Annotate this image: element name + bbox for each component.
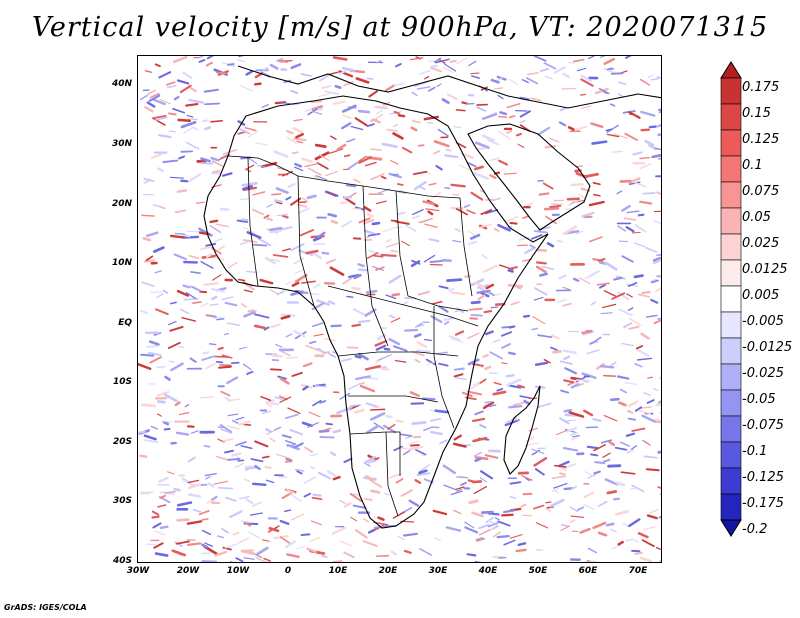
- colorbar-box: [720, 103, 742, 131]
- lon-label-10e: 10E: [328, 566, 348, 576]
- colorbar-box: [720, 181, 742, 209]
- lon-label-70e: 70E: [628, 566, 648, 576]
- map-panel: [137, 55, 662, 563]
- lat-label-30n: 30N: [111, 139, 132, 149]
- lon-label-0: 0: [284, 566, 292, 576]
- lon-label-30w: 30W: [126, 566, 150, 576]
- map-title: Vertical velocity [m/s] at 900hPa, VT: 2…: [31, 12, 769, 43]
- colorbar-label: 0.0125: [742, 262, 788, 277]
- colorbar-box: [720, 415, 742, 443]
- colorbar-box: [720, 363, 742, 391]
- colorbar-box: [720, 207, 742, 235]
- lat-label-10n: 10N: [111, 258, 132, 268]
- colorbar-box: [720, 311, 742, 339]
- europe-coastline: [237, 65, 661, 109]
- colorbar-box: [720, 259, 742, 287]
- colorbar-box: [720, 389, 742, 417]
- coastline-overlay: [203, 65, 661, 529]
- lat-label-20s: 20S: [112, 437, 132, 447]
- colorbar-label: -0.2: [742, 522, 768, 537]
- lat-label-eq: EQ: [118, 318, 132, 328]
- colorbar-box: [720, 441, 742, 469]
- colorbar-box: [720, 155, 742, 183]
- colorbar-label: 0.075: [742, 184, 780, 199]
- lon-label-20w: 20W: [176, 566, 200, 576]
- lat-label-40n: 40N: [111, 79, 132, 89]
- colorbar-max-arrow: [720, 61, 742, 79]
- lon-label-10w: 10W: [226, 566, 250, 576]
- colorbar-label: -0.0125: [742, 340, 793, 355]
- africa-coastline: [203, 95, 549, 529]
- colorbar-label: 0.1: [742, 158, 763, 173]
- colorbar-label: 0.175: [742, 80, 780, 95]
- madagascar-coastline: [503, 385, 541, 475]
- colorbar-label: -0.1: [742, 444, 768, 459]
- credit-text: GrADS: IGES/COLA: [4, 603, 87, 612]
- country-borders: [227, 155, 479, 517]
- lon-label-60e: 60E: [578, 566, 598, 576]
- colorbar-label: 0.025: [742, 236, 780, 251]
- colorbar-label: -0.175: [742, 496, 784, 511]
- lat-label-40s: 40S: [112, 556, 132, 566]
- colorbar-label: -0.05: [742, 392, 776, 407]
- colorbar-box: [720, 285, 742, 313]
- colorbar-label: -0.075: [742, 418, 784, 433]
- lat-label-30s: 30S: [112, 496, 132, 506]
- colorbar-label: 0.005: [742, 288, 780, 303]
- colorbar-box: [720, 233, 742, 261]
- arabia-coastline: [467, 123, 591, 231]
- colorbar-label: -0.005: [742, 314, 784, 329]
- lon-label-50e: 50E: [528, 566, 548, 576]
- lon-label-20e: 20E: [378, 566, 398, 576]
- lat-label-20n: 20N: [111, 199, 132, 209]
- colorbar-box: [720, 129, 742, 157]
- colorbar-box: [720, 337, 742, 365]
- colorbar-box: [720, 467, 742, 495]
- colorbar: [720, 61, 742, 537]
- colorbar-box: [720, 77, 742, 105]
- colorbar-min-arrow: [720, 519, 742, 537]
- lat-label-10s: 10S: [112, 377, 132, 387]
- colorbar-label: -0.025: [742, 366, 784, 381]
- lon-label-30e: 30E: [428, 566, 448, 576]
- lon-label-40e: 40E: [478, 566, 498, 576]
- colorbar-box: [720, 493, 742, 521]
- colorbar-label: 0.05: [742, 210, 771, 225]
- colorbar-label: 0.15: [742, 106, 771, 121]
- colorbar-label: -0.125: [742, 470, 784, 485]
- colorbar-label: 0.125: [742, 132, 780, 147]
